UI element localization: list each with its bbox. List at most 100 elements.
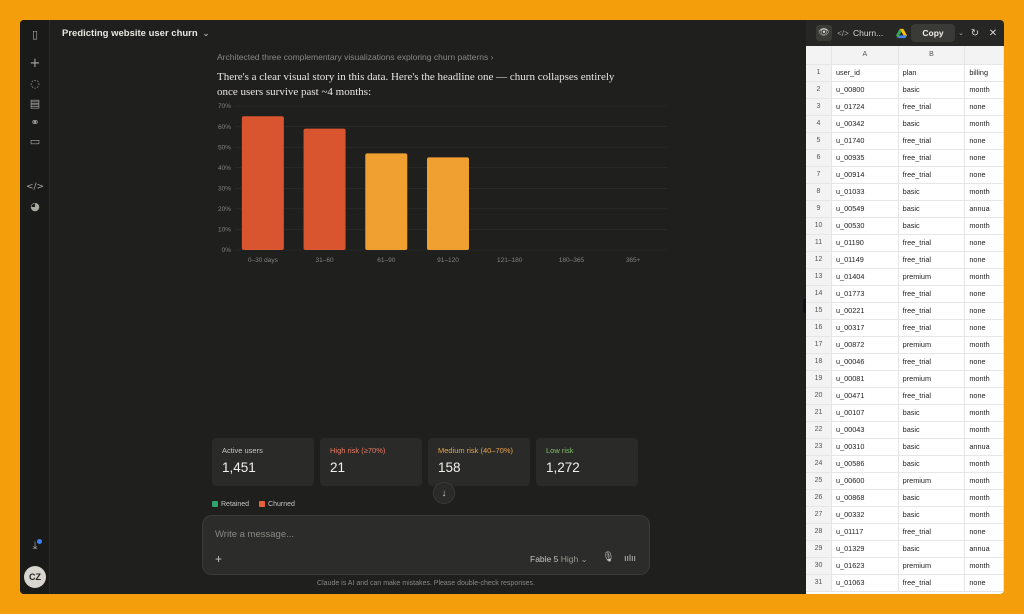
model-selector[interactable]: Fable 5 High ⌄ (530, 554, 588, 565)
row-number[interactable]: 12 (806, 251, 832, 269)
chevron-down-icon[interactable]: ⌄ (958, 30, 964, 37)
row-number[interactable]: 21 (806, 404, 832, 422)
table-cell[interactable]: month (964, 421, 1004, 439)
table-cell[interactable]: basic (898, 200, 966, 218)
table-cell[interactable]: u_00332 (831, 506, 899, 524)
table-cell[interactable]: basic (898, 489, 966, 507)
table-cell[interactable]: u_00081 (831, 370, 899, 388)
row-number[interactable]: 28 (806, 523, 832, 541)
table-cell[interactable]: u_01117 (831, 523, 899, 541)
table-cell[interactable]: none (964, 319, 1004, 337)
row-number[interactable]: 25 (806, 472, 832, 490)
table-cell[interactable]: annua (964, 540, 1004, 558)
table-cell[interactable]: none (964, 387, 1004, 405)
table-cell[interactable]: u_00471 (831, 387, 899, 405)
table-cell[interactable]: free_trial (898, 302, 966, 320)
table-cell[interactable]: none (964, 149, 1004, 167)
corner-cell[interactable] (806, 46, 832, 65)
table-cell[interactable]: month (964, 81, 1004, 99)
table-cell[interactable]: user_id (831, 64, 899, 82)
microphone-icon[interactable]: 🎙 (602, 552, 615, 563)
table-cell[interactable]: none (964, 251, 1004, 269)
table-cell[interactable]: premium (898, 557, 966, 575)
table-cell[interactable]: u_01190 (831, 234, 899, 252)
row-number[interactable]: 6 (806, 149, 832, 167)
row-number[interactable]: 4 (806, 115, 832, 133)
table-cell[interactable]: month (964, 115, 1004, 133)
conversation-title[interactable]: Predicting website user churn ⌄ (62, 28, 209, 39)
table-cell[interactable]: free_trial (898, 523, 966, 541)
table-cell[interactable]: u_01740 (831, 132, 899, 150)
copy-button[interactable]: Copy (911, 24, 955, 42)
table-cell[interactable]: u_01773 (831, 285, 899, 303)
table-cell[interactable]: u_01724 (831, 98, 899, 116)
table-cell[interactable]: free_trial (898, 132, 966, 150)
table-cell[interactable]: basic (898, 81, 966, 99)
table-cell[interactable]: basic (898, 115, 966, 133)
row-number[interactable]: 15 (806, 302, 832, 320)
table-cell[interactable]: u_00935 (831, 149, 899, 167)
table-cell[interactable]: u_01404 (831, 268, 899, 286)
palette-icon[interactable]: ◕ (30, 199, 40, 213)
row-number[interactable]: 9 (806, 200, 832, 218)
close-icon[interactable]: ✕ (988, 27, 998, 39)
table-cell[interactable]: month (964, 370, 1004, 388)
google-sheets-icon[interactable] (894, 25, 908, 41)
table-cell[interactable]: month (964, 472, 1004, 490)
table-cell[interactable]: basic (898, 438, 966, 456)
table-cell[interactable]: annua (964, 200, 1004, 218)
table-cell[interactable]: u_01329 (831, 540, 899, 558)
table-cell[interactable]: basic (898, 404, 966, 422)
table-cell[interactable]: u_00549 (831, 200, 899, 218)
row-number[interactable]: 23 (806, 438, 832, 456)
table-cell[interactable]: month (964, 489, 1004, 507)
row-number[interactable]: 20 (806, 387, 832, 405)
table-cell[interactable]: none (964, 302, 1004, 320)
row-number[interactable]: 7 (806, 166, 832, 184)
avatar[interactable]: CZ (24, 566, 46, 588)
table-cell[interactable]: none (964, 98, 1004, 116)
column-header[interactable]: A (831, 46, 899, 65)
projects-icon[interactable]: ▤ (29, 96, 41, 110)
panel-resize-handle[interactable] (803, 299, 807, 313)
table-cell[interactable]: u_00342 (831, 115, 899, 133)
table-cell[interactable]: premium (898, 472, 966, 490)
table-cell[interactable]: none (964, 132, 1004, 150)
artifacts-icon[interactable]: ⚭ (30, 115, 40, 129)
table-cell[interactable]: basic (898, 455, 966, 473)
row-number[interactable]: 30 (806, 557, 832, 575)
row-number[interactable]: 18 (806, 353, 832, 371)
table-cell[interactable]: basic (898, 183, 966, 201)
table-cell[interactable]: none (964, 285, 1004, 303)
table-cell[interactable]: month (964, 455, 1004, 473)
table-cell[interactable]: free_trial (898, 149, 966, 167)
table-cell[interactable]: none (964, 523, 1004, 541)
column-header[interactable] (964, 46, 1004, 65)
table-cell[interactable]: plan (898, 64, 966, 82)
code-icon[interactable]: </> (25, 182, 45, 192)
table-cell[interactable]: u_00310 (831, 438, 899, 456)
table-cell[interactable]: free_trial (898, 98, 966, 116)
table-cell[interactable]: none (964, 574, 1004, 592)
row-number[interactable]: 26 (806, 489, 832, 507)
code-view-icon[interactable]: </> (837, 28, 849, 38)
table-cell[interactable]: month (964, 557, 1004, 575)
row-number[interactable]: 5 (806, 132, 832, 150)
scroll-down-button[interactable]: ↓ (433, 482, 455, 504)
row-number[interactable]: 24 (806, 455, 832, 473)
voice-mode-icon[interactable]: ıılıı (624, 553, 637, 563)
table-cell[interactable]: u_00586 (831, 455, 899, 473)
add-attachment-icon[interactable]: + (215, 552, 223, 566)
table-cell[interactable]: u_00868 (831, 489, 899, 507)
row-number[interactable]: 3 (806, 98, 832, 116)
table-cell[interactable]: u_00107 (831, 404, 899, 422)
table-cell[interactable]: u_00800 (831, 81, 899, 99)
row-number[interactable]: 11 (806, 234, 832, 252)
row-number[interactable]: 19 (806, 370, 832, 388)
row-number[interactable]: 29 (806, 540, 832, 558)
message-input[interactable]: Write a message... (215, 529, 295, 540)
row-number[interactable]: 10 (806, 217, 832, 235)
table-cell[interactable]: none (964, 353, 1004, 371)
table-cell[interactable]: annua (964, 438, 1004, 456)
preview-eye-icon[interactable]: 👁 (816, 25, 832, 41)
